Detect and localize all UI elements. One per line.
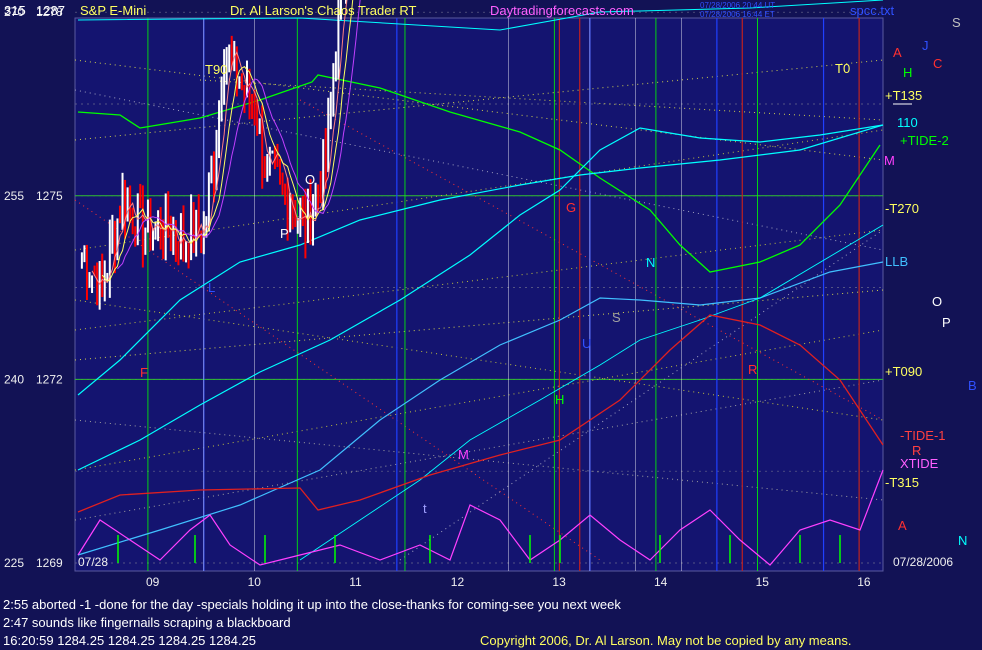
line-label: t	[423, 501, 427, 516]
price-bars	[80, 0, 361, 310]
x-tick-label: 09	[146, 575, 160, 589]
llb-curve	[77, 261, 884, 556]
line-label: T90	[205, 62, 227, 77]
letter-marker: P	[280, 226, 289, 241]
line-label: M	[884, 153, 895, 168]
cycle-line	[74, 59, 884, 141]
log-line-2: 2:47 sounds like fingernails scraping a …	[3, 615, 291, 630]
indicator-curves	[77, 0, 884, 566]
y-tick-outer: 240	[4, 372, 24, 386]
x-tick-label: 14	[654, 575, 668, 589]
letter-marker: R	[748, 362, 757, 377]
letter-marker: L	[208, 280, 215, 295]
vertical-time-markers	[147, 18, 860, 571]
letter-marker: A	[898, 518, 907, 533]
letter-marker: N	[646, 255, 655, 270]
y-tick-outer: 270	[4, 5, 24, 19]
grid-lines	[75, 11, 883, 564]
line-labels: T90 +T135 110 +TIDE-2 -T270 LLB +T090 -TIDE-1 XT…	[140, 15, 977, 548]
data-file: spcc.txt	[850, 3, 894, 18]
cyan-top-curve	[77, 0, 884, 31]
line-label: LLB	[885, 254, 908, 269]
line-label: T0	[835, 61, 850, 76]
letter-marker: G	[566, 200, 576, 215]
letter-marker: M	[458, 447, 469, 462]
website-link[interactable]: Daytradingforecasts.com	[490, 3, 634, 18]
letter-marker: N	[958, 533, 967, 548]
x-tick-label: 13	[552, 575, 566, 589]
x-tick-label: 15	[756, 575, 770, 589]
letter-marker: S	[612, 310, 621, 325]
line-label: +TIDE-2	[900, 133, 949, 148]
letter-marker: H	[903, 65, 912, 80]
y-tick-inner: 1278	[36, 5, 63, 19]
cycle-line	[74, 59, 884, 161]
letter-marker: O	[932, 294, 942, 309]
timestamp-ut: 07/28/2006 20:44 UT	[700, 1, 775, 10]
x-end-label: 07/28/2006	[893, 555, 953, 569]
cycle-line	[74, 129, 884, 251]
line-label: 110	[897, 115, 918, 130]
y-tick-outer: 255	[4, 189, 24, 203]
letter-marker: B	[968, 378, 977, 393]
letter-marker: P	[942, 315, 951, 330]
xtide-curve	[77, 469, 884, 566]
letter-marker: J	[922, 38, 929, 53]
x-tick-label: 11	[349, 575, 362, 589]
quote-line: 16:20:59 1284.25 1284.25 1284.25 1284.25	[3, 633, 256, 648]
cycle-line	[74, 379, 884, 521]
instrument-title: S&P E-Mini	[80, 3, 146, 18]
letter-marker: S	[952, 15, 961, 30]
letter-marker: H	[555, 392, 564, 407]
tide-1-curve	[77, 314, 884, 513]
y-top-inner: 1287	[36, 3, 65, 18]
letter-marker: F	[140, 365, 148, 380]
cycle-line	[74, 299, 884, 421]
cyan-band-upper	[77, 124, 884, 396]
cycle-line	[74, 229, 884, 331]
ma-fast	[91, 0, 348, 286]
y-tick-inner: 1272	[36, 372, 63, 386]
cyan-band-low	[299, 224, 884, 561]
tide-2-curve	[77, 74, 881, 273]
y-tick-outer: 225	[4, 556, 24, 570]
timestamp-et: 07/28/2006 16:44 ET	[700, 10, 775, 19]
letter-marker: C	[933, 56, 942, 71]
cycle-line	[199, 79, 884, 121]
copyright: Copyright 2006, Dr. Al Larson. May not b…	[480, 633, 851, 648]
line-label: XTIDE	[900, 456, 939, 471]
letter-marker: U	[582, 336, 591, 351]
cycle-line	[74, 289, 884, 361]
y-top-outer: 315	[4, 3, 26, 18]
line-label: -TIDE-1	[900, 428, 946, 443]
ma-slow	[117, 0, 361, 270]
line-label: +T135	[885, 88, 922, 103]
line-label: -T270	[885, 201, 919, 216]
cyan-band-mid	[77, 124, 884, 471]
x-tick-label: 16	[857, 575, 871, 589]
line-label: R	[912, 443, 921, 458]
line-label: +T090	[885, 364, 922, 379]
letter-marker: O	[305, 172, 315, 187]
cycle-line	[74, 329, 884, 471]
x-tick-label: 07/28	[78, 555, 108, 569]
log-line-1: 2:55 aborted -1 -done for the day -speci…	[3, 597, 621, 612]
line-label: -T315	[885, 475, 919, 490]
cycle-line	[74, 199, 601, 561]
x-tick-label: 10	[248, 575, 262, 589]
y-tick-inner: 1275	[36, 189, 63, 203]
letter-marker: A	[893, 45, 902, 60]
ma-mid	[101, 0, 354, 282]
plot-area	[74, 17, 884, 572]
cycle-line	[74, 419, 884, 501]
x-tick-label: 12	[451, 575, 465, 589]
app-title: Dr. Al Larson's Chaos Trader RT	[230, 3, 417, 18]
axis-labels: 3001284285128127012782551275240127222512…	[4, 5, 953, 589]
y-tick-inner: 1269	[36, 556, 63, 570]
